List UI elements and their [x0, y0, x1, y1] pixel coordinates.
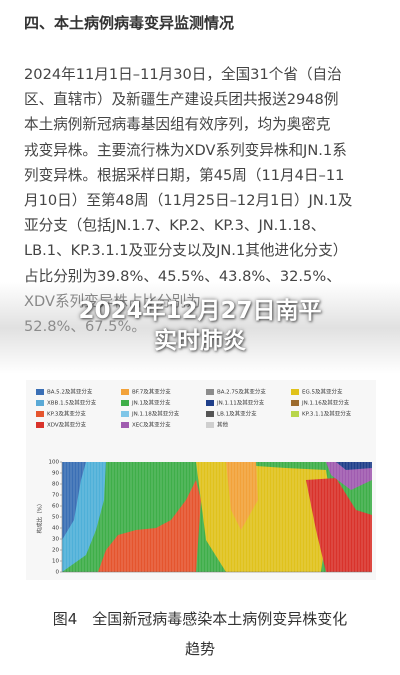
paragraph-line: 区、直辖市）及新疆生产建设兵团共报送2948例 [24, 91, 339, 109]
paragraph-line: 占比分别为39.8%、45.5%、43.8%、32.5%、 [24, 267, 341, 285]
banner-line: 2024年12月27日南平 [78, 298, 322, 324]
legend-swatch [36, 400, 44, 406]
area [306, 478, 372, 572]
y-tick-label: 50 [52, 515, 59, 521]
legend-label: XDV及其亚分支 [47, 421, 87, 429]
area-shapes [62, 462, 372, 572]
banner: 2024年12月27日南平 实时肺炎 [0, 282, 400, 374]
legend-swatch [36, 389, 44, 395]
legend-swatch [206, 422, 214, 428]
area [326, 462, 372, 490]
legend-swatch [121, 422, 129, 428]
y-tick-label: 70 [52, 493, 59, 499]
y-tick-label: 100 [49, 460, 60, 466]
legend-label: JN.1.16及其亚分支 [301, 399, 350, 407]
legend-swatch [206, 411, 214, 417]
legend-label: KP.3及其亚分支 [47, 410, 86, 418]
legend-label: JN.1.18及其亚分支 [131, 410, 180, 418]
legend-swatch [291, 411, 299, 417]
legend-label: XBB.1.5及其亚分支 [47, 399, 97, 407]
legend-label: KP.3.1.1及其亚分支 [302, 410, 352, 418]
legend-label: 其他 [217, 421, 229, 429]
paragraph-line: 月10日）至第48周（11月25日–12月1日）JN.1及 [24, 192, 353, 210]
legend-label: LB.1及其亚分支 [217, 410, 257, 418]
caption: 趋势 [184, 640, 215, 658]
y-tick-label: 40 [52, 526, 59, 532]
legend-swatch [206, 389, 214, 395]
paragraph-line: 戎变异株。主要流行株为XDV系列变异株和JN.1系 [24, 141, 347, 159]
area [62, 462, 86, 540]
legend-swatch [121, 411, 129, 417]
paragraph-line: 列变异株。根据采样日期，第45周（11月4日–11 [24, 166, 345, 184]
legend-swatch [36, 411, 44, 417]
y-tick-label: 30 [52, 537, 59, 543]
legend-swatch [291, 400, 299, 406]
legend-label: XEC及其亚分支 [132, 421, 171, 429]
y-axis-label: 构成比（%） [36, 501, 44, 534]
y-tick-label: 90 [52, 471, 59, 477]
area [226, 462, 258, 530]
y-tick-label: 20 [52, 548, 59, 554]
legend-swatch [121, 400, 129, 406]
figure: 构成比（%） BA.5.2及其亚分支 BF.7及其亚分支 BA.2.75及其亚分支 E… [26, 380, 376, 580]
y-tick-label: 10 [52, 559, 59, 565]
area [336, 462, 372, 470]
legend-swatch [121, 389, 129, 395]
y-tick-label: 60 [52, 504, 59, 510]
paragraph-line: LB.1、KP.3.1.1及亚分支以及JN.1其他进化分支） [24, 242, 348, 260]
y-tick-label: 0 [56, 570, 60, 576]
legend-label: BA.5.2及其亚分支 [47, 388, 93, 396]
legend-label: JN.1及其亚分支 [131, 399, 171, 407]
section-title: 四、本土病例病毒变异监测情况 [24, 14, 235, 32]
paragraph-line: 本土病例新冠病毒基因组有效序列，均为奥密克 [24, 116, 331, 134]
legend-label: JN.1.11及其亚分支 [216, 399, 265, 407]
legend-label: EG.5及其亚分支 [302, 388, 343, 396]
legend-label: BA.2.75及其亚分支 [217, 388, 266, 396]
legend-label: BF.7及其亚分支 [132, 388, 171, 396]
paragraph-line: 亚分支（包括JN.1.7、KP.2、KP.3、JN.1.18、 [24, 217, 326, 235]
caption: 图4 全国新冠病毒感染本土病例变异株变化 [52, 610, 348, 628]
legend-swatch [206, 400, 214, 406]
banner-line: 实时肺炎 [154, 328, 246, 354]
area [98, 480, 201, 572]
legend-swatch [291, 389, 299, 395]
y-tick-label: 80 [52, 482, 59, 488]
paragraph-line: 2024年11月1日–11月30日，全国31个省（自治 [24, 66, 342, 83]
legend-swatch [36, 422, 44, 428]
